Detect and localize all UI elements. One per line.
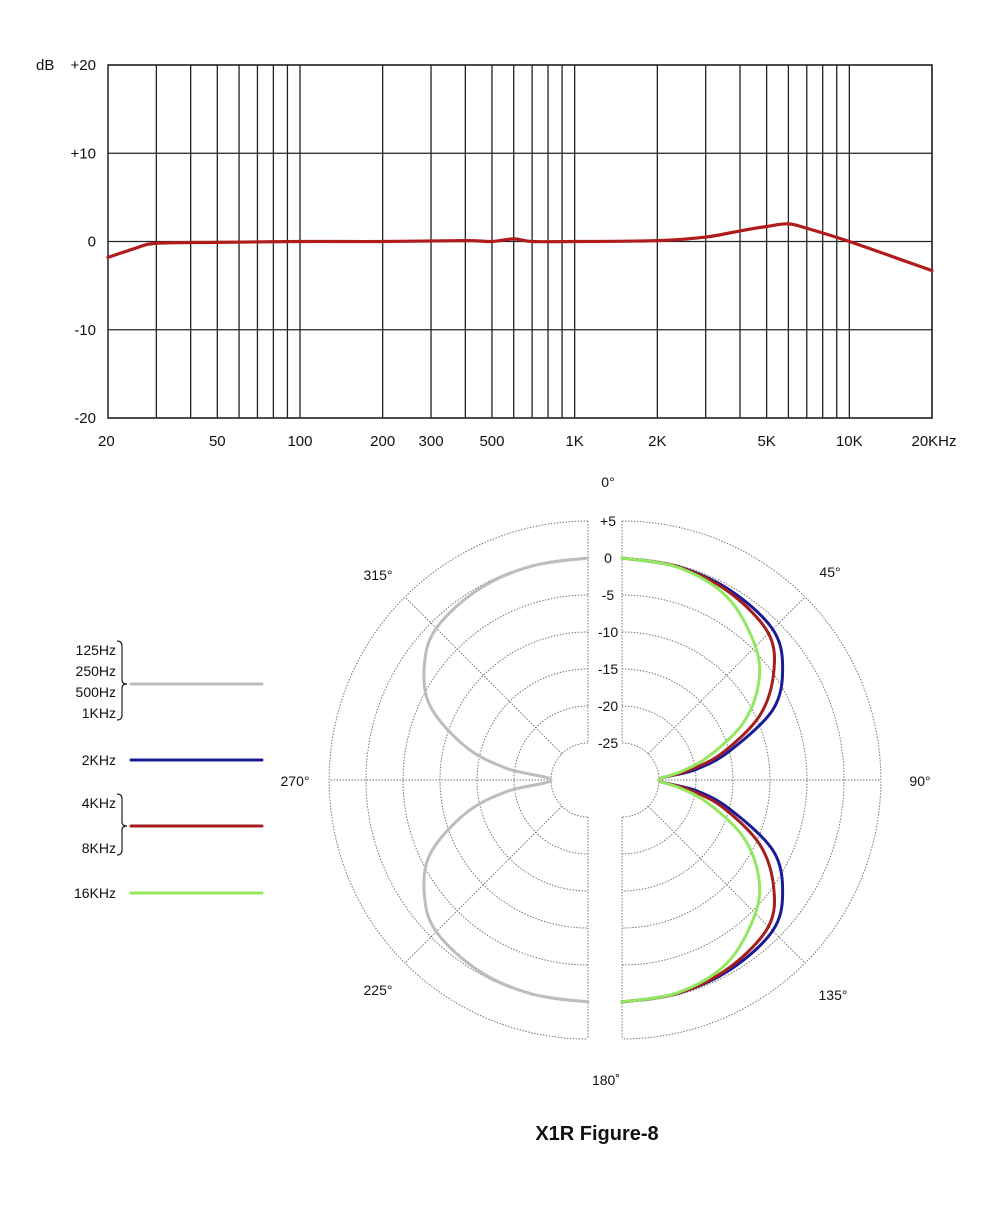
angle-label: 270° — [281, 773, 310, 789]
polar-pattern-curve — [422, 556, 590, 1004]
x-tick-label: 50 — [209, 433, 226, 450]
polar-ring — [328, 520, 589, 1040]
x-tick-label: 1K — [565, 433, 583, 450]
polar-ring — [621, 705, 697, 855]
legend-label: 500Hz — [76, 684, 116, 700]
ring-label-bg — [590, 661, 620, 677]
polar-legend: 125Hz 250Hz 500Hz 1KHz 2KHz 4KHz 8KHz 16KHz — [74, 640, 264, 901]
frequency-response-chart: +20 +10 0 -10 -20 dB 20 50 100 200 300 500 1K 2K 5K 10K… — [36, 57, 957, 450]
ring-label-bg — [590, 698, 620, 714]
polar-pattern-curve — [620, 556, 762, 1004]
ring-label: -25 — [598, 735, 618, 751]
polar-pattern-chart: +5 0 -5 -10 -15 -20 -25 0° 45° 90° 135° 180˚ 225° 270… — [281, 474, 931, 1088]
x-tick-label: 300 — [419, 433, 444, 450]
polar-ring — [513, 705, 589, 855]
response-curve — [106, 222, 934, 273]
polar-ring — [365, 557, 589, 1003]
polar-ring — [550, 742, 589, 818]
legend-label: 125Hz — [76, 642, 116, 658]
polar-ring — [621, 520, 882, 1040]
x-tick-label: 2K — [648, 433, 666, 450]
ring-label-bg — [590, 735, 620, 751]
legend-label: 16KHz — [74, 885, 116, 901]
x-tick-label: 20KHz — [911, 433, 956, 450]
ring-label: +5 — [600, 513, 616, 529]
ring-label-bg — [590, 624, 620, 640]
polar-radial-line — [647, 596, 806, 755]
angle-label: 315° — [364, 567, 393, 583]
x-tick-label: 10K — [836, 433, 863, 450]
angle-label: 135° — [819, 987, 848, 1003]
angle-label: 90° — [909, 773, 930, 789]
y-tick-label: +10 — [71, 145, 96, 162]
angle-label: 45° — [819, 564, 840, 580]
angle-label: 180˚ — [592, 1072, 620, 1088]
x-tick-label: 500 — [479, 433, 504, 450]
x-tick-label: 5K — [757, 433, 775, 450]
legend-label: 1KHz — [82, 705, 116, 721]
legend-label: 4KHz — [82, 795, 116, 811]
ring-label-bg — [590, 587, 620, 603]
legend-label: 8KHz — [82, 840, 116, 856]
y-tick-label: -20 — [74, 410, 96, 427]
x-tick-label: 100 — [287, 433, 312, 450]
polar-radial-line — [404, 596, 563, 755]
polar-ring — [621, 557, 845, 1003]
ring-label-bg — [590, 513, 620, 529]
legend-brace — [116, 640, 128, 721]
ring-label-bg — [590, 550, 620, 566]
angle-label: 0° — [601, 474, 614, 490]
y-tick-label: 0 — [88, 234, 96, 251]
x-tick-label: 20 — [98, 433, 115, 450]
y-tick-label: -10 — [74, 322, 96, 339]
polar-ring — [621, 668, 734, 892]
polar-ring — [621, 742, 660, 818]
legend-label: 250Hz — [76, 663, 116, 679]
polar-ring — [476, 668, 589, 892]
y-tick-label: +20 — [71, 57, 96, 74]
ring-label: 0 — [604, 550, 612, 566]
plot-frame — [107, 64, 933, 419]
polar-title: X1R Figure-8 — [535, 1123, 658, 1145]
ring-label: -15 — [598, 661, 618, 677]
polar-radial-line — [647, 805, 806, 964]
ring-label: -10 — [598, 624, 618, 640]
legend-label: 2KHz — [82, 752, 116, 768]
y-axis-label: dB — [36, 57, 54, 74]
ring-label: -20 — [598, 698, 618, 714]
ring-label: -5 — [602, 587, 615, 603]
x-tick-label: 200 — [370, 433, 395, 450]
legend-brace — [116, 793, 128, 856]
polar-radial-line — [404, 805, 563, 964]
angle-label: 225° — [364, 982, 393, 998]
